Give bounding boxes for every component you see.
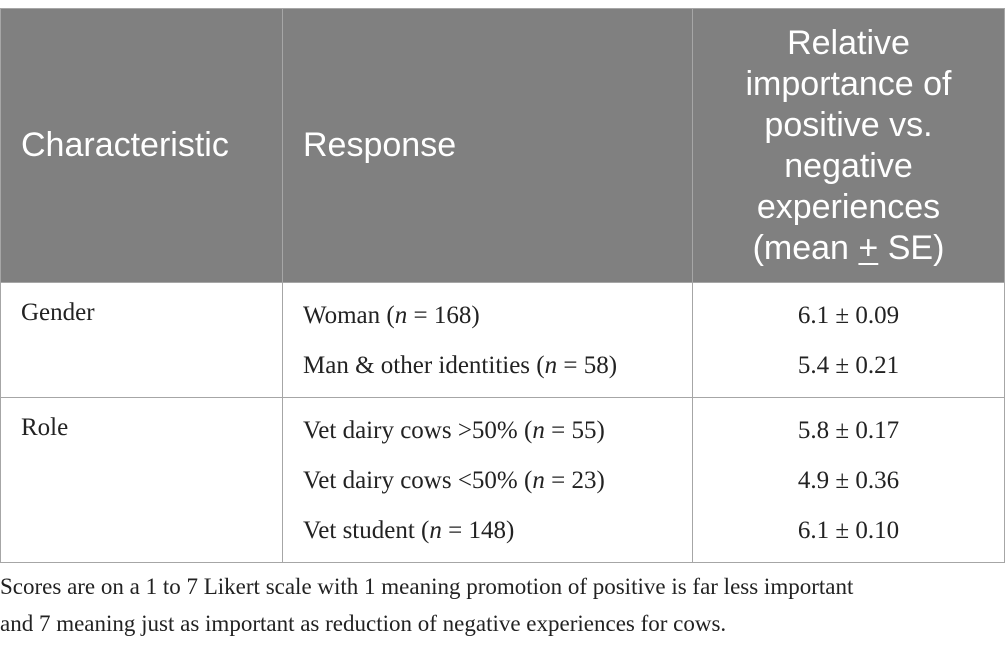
n-equals: = (544, 417, 572, 444)
characteristic-cell: Gender (0, 282, 283, 398)
mean-se-value: 6.1 ± 0.09 (797, 302, 900, 329)
mean-se-value: 4.9 ± 0.36 (797, 467, 900, 494)
header-line-post: SE) (878, 228, 945, 267)
group-gender: Gender Woman (n = 168) Man & other ident… (0, 282, 1005, 398)
n-value: 58 (583, 352, 609, 379)
group-role: Role Vet dairy cows >50% (n = 55) Vet da… (0, 397, 1005, 563)
n-value: 168 (433, 302, 472, 329)
header-line: positive vs. (764, 105, 933, 144)
results-table: Characteristic Response Relative importa… (0, 8, 1005, 563)
response-text: Woman (303, 302, 381, 329)
response-text: Man & other identities (303, 352, 531, 379)
header-characteristic: Characteristic (0, 8, 283, 283)
header-line: Relative (787, 23, 910, 62)
header-line: negative (784, 146, 913, 185)
mean-se-value: 5.4 ± 0.21 (797, 352, 900, 379)
response-line: Man & other identities (n = 58) (303, 352, 618, 379)
value-cell: 5.8 ± 0.17 4.9 ± 0.36 6.1 ± 0.10 (692, 397, 1005, 563)
header-response: Response (282, 8, 693, 283)
response-line: Vet dairy cows <50% (n = 23) (303, 467, 605, 494)
n-label: n (429, 517, 442, 544)
n-value: 55 (571, 417, 597, 444)
response-text: Vet dairy cows >50% (303, 417, 518, 444)
table-footnote: Scores are on a 1 to 7 Likert scale with… (0, 568, 1005, 642)
response-cell: Woman (n = 168) Man & other identities (… (282, 282, 693, 398)
header-line: experiences (756, 187, 941, 226)
n-equals: = (441, 517, 469, 544)
n-label: n (394, 302, 408, 329)
n-equals: = (557, 352, 584, 379)
characteristic-cell: Role (0, 397, 283, 563)
value-cell: 6.1 ± 0.09 5.4 ± 0.21 (692, 282, 1005, 398)
mean-se-value: 6.1 ± 0.10 (797, 517, 900, 544)
n-value: 148 (468, 517, 506, 544)
header-relative-importance: Relative importance of positive vs. nega… (692, 8, 1005, 283)
response-text: Vet dairy cows <50% (303, 467, 518, 494)
header-row: Characteristic Response Relative importa… (0, 8, 1005, 283)
n-label: n (532, 417, 545, 444)
footnote-line: and 7 meaning just as important as reduc… (0, 611, 727, 636)
header-line-pre: (mean (752, 228, 859, 267)
footnote-line: Scores are on a 1 to 7 Likert scale with… (0, 574, 854, 599)
n-label: n (532, 467, 545, 494)
response-text: Vet student (303, 517, 415, 544)
n-equals: = (407, 302, 434, 329)
n-label: n (544, 352, 558, 379)
response-line: Vet student (n = 148) (303, 517, 515, 544)
response-line: Woman (n = 168) (303, 302, 480, 329)
plus-minus-sign: + (858, 228, 879, 267)
n-equals: = (544, 467, 572, 494)
mean-se-value: 5.8 ± 0.17 (797, 417, 900, 444)
response-line: Vet dairy cows >50% (n = 55) (303, 417, 605, 444)
response-cell: Vet dairy cows >50% (n = 55) Vet dairy c… (282, 397, 693, 563)
header-line: importance of (745, 64, 952, 103)
n-value: 23 (571, 467, 597, 494)
